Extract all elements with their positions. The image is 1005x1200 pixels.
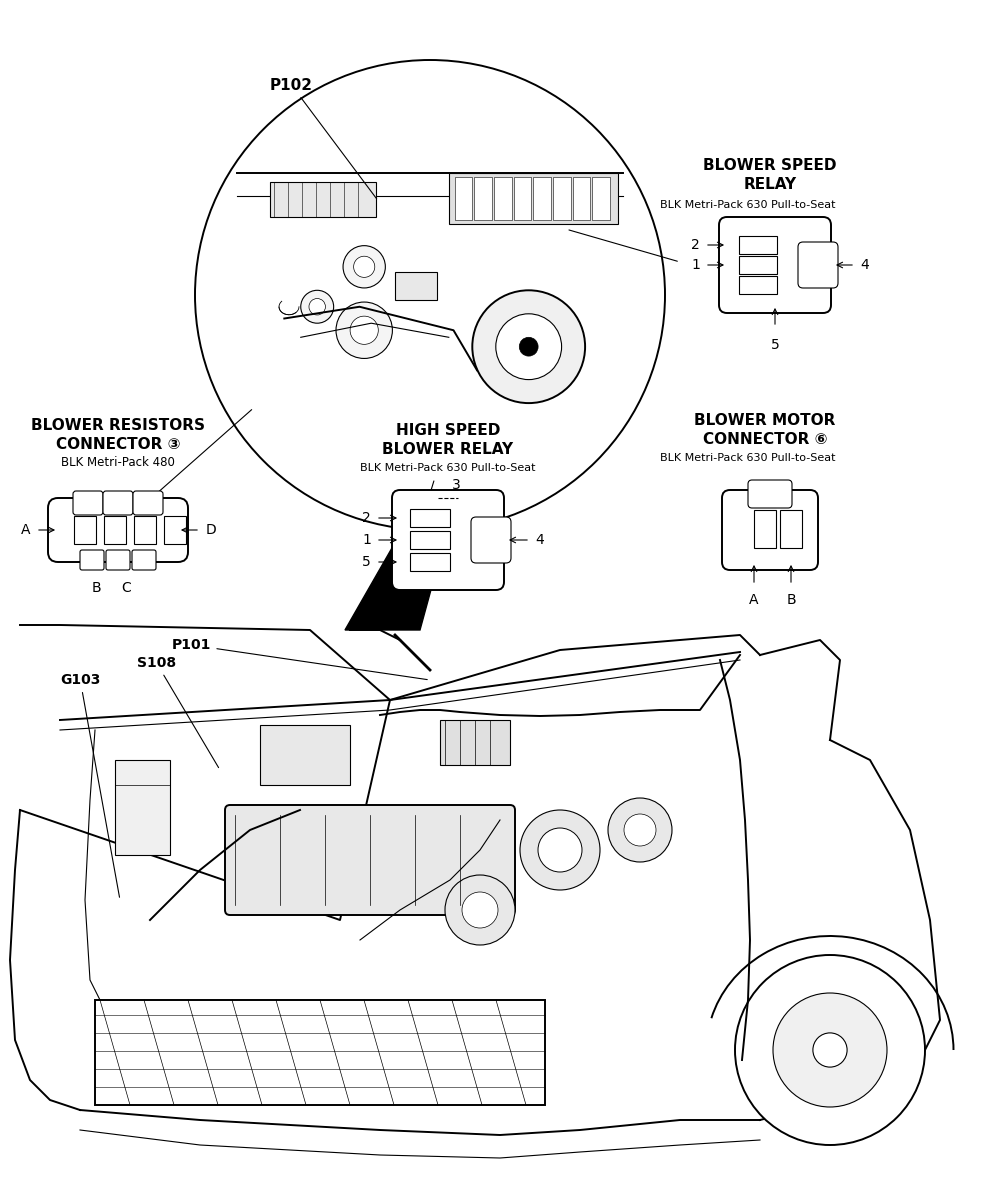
Text: D: D xyxy=(206,523,217,538)
Bar xyxy=(260,725,350,785)
Bar xyxy=(74,516,96,544)
Circle shape xyxy=(624,814,656,846)
Text: 4: 4 xyxy=(860,258,868,272)
Bar xyxy=(440,720,510,766)
Circle shape xyxy=(343,246,385,288)
Bar xyxy=(514,176,532,221)
Text: BLOWER RESISTORS
CONNECTOR ③: BLOWER RESISTORS CONNECTOR ③ xyxy=(31,418,205,452)
Text: 1: 1 xyxy=(691,258,700,272)
Bar xyxy=(134,516,156,544)
Bar xyxy=(164,516,186,544)
Polygon shape xyxy=(345,520,450,630)
Circle shape xyxy=(538,828,582,872)
Text: A: A xyxy=(20,523,30,538)
Circle shape xyxy=(472,290,585,403)
Text: HIGH SPEED
BLOWER RELAY: HIGH SPEED BLOWER RELAY xyxy=(383,422,514,457)
FancyBboxPatch shape xyxy=(392,490,504,590)
Circle shape xyxy=(773,994,887,1106)
Text: 5: 5 xyxy=(771,338,779,352)
FancyBboxPatch shape xyxy=(106,550,130,570)
FancyBboxPatch shape xyxy=(748,480,792,508)
Text: BLOWER SPEED
RELAY: BLOWER SPEED RELAY xyxy=(704,157,837,192)
Text: 1: 1 xyxy=(362,533,371,547)
Bar xyxy=(780,510,802,548)
Bar xyxy=(739,256,777,274)
FancyBboxPatch shape xyxy=(103,491,133,515)
Text: B: B xyxy=(786,593,796,607)
Bar xyxy=(573,176,590,221)
Circle shape xyxy=(350,316,378,344)
Bar xyxy=(494,176,512,221)
FancyBboxPatch shape xyxy=(225,805,515,914)
Text: BLK Metri-Pack 630 Pull-to-Seat: BLK Metri-Pack 630 Pull-to-Seat xyxy=(660,452,836,463)
Text: 3: 3 xyxy=(451,478,460,492)
FancyBboxPatch shape xyxy=(719,217,831,313)
Text: B: B xyxy=(91,581,100,595)
Bar xyxy=(410,530,450,550)
Circle shape xyxy=(195,60,665,530)
Bar xyxy=(592,176,610,221)
Circle shape xyxy=(495,313,562,379)
Circle shape xyxy=(462,892,498,928)
Bar xyxy=(534,176,551,221)
Bar xyxy=(739,236,777,254)
Bar xyxy=(410,509,450,527)
Text: C: C xyxy=(122,581,131,595)
FancyBboxPatch shape xyxy=(133,491,163,515)
Text: BLK Metri-Pack 630 Pull-to-Seat: BLK Metri-Pack 630 Pull-to-Seat xyxy=(660,200,836,210)
FancyBboxPatch shape xyxy=(798,242,838,288)
FancyBboxPatch shape xyxy=(132,550,156,570)
FancyBboxPatch shape xyxy=(48,498,188,562)
Text: A: A xyxy=(750,593,759,607)
Bar xyxy=(553,176,571,221)
FancyBboxPatch shape xyxy=(722,490,818,570)
Bar xyxy=(455,176,472,221)
Circle shape xyxy=(608,798,672,862)
Bar xyxy=(410,553,450,571)
Circle shape xyxy=(735,955,925,1145)
Circle shape xyxy=(520,337,538,356)
Bar xyxy=(104,516,126,544)
Text: 4: 4 xyxy=(535,533,544,547)
FancyBboxPatch shape xyxy=(471,517,511,563)
Text: G103: G103 xyxy=(60,673,120,898)
Circle shape xyxy=(520,810,600,890)
Bar xyxy=(739,276,777,294)
Circle shape xyxy=(300,290,334,323)
Bar xyxy=(395,271,437,300)
Text: BLK Metri-Pack 630 Pull-to-Seat: BLK Metri-Pack 630 Pull-to-Seat xyxy=(360,463,536,473)
Bar xyxy=(270,182,376,217)
Text: P101: P101 xyxy=(172,638,427,679)
FancyBboxPatch shape xyxy=(80,550,104,570)
Bar xyxy=(449,173,618,224)
Bar xyxy=(95,1000,545,1105)
FancyBboxPatch shape xyxy=(73,491,103,515)
Circle shape xyxy=(309,299,326,314)
Circle shape xyxy=(813,1033,847,1067)
Text: S108: S108 xyxy=(137,656,218,768)
Text: 5: 5 xyxy=(362,554,371,569)
Text: BLK Metri-Pack 480: BLK Metri-Pack 480 xyxy=(61,456,175,469)
Text: BLOWER MOTOR
CONNECTOR ⑥: BLOWER MOTOR CONNECTOR ⑥ xyxy=(694,413,836,448)
Circle shape xyxy=(354,257,375,277)
Text: P102: P102 xyxy=(270,78,377,199)
Text: 2: 2 xyxy=(362,511,371,526)
Bar xyxy=(115,760,170,854)
Circle shape xyxy=(445,875,515,946)
Circle shape xyxy=(336,302,392,359)
Bar xyxy=(754,510,776,548)
Bar xyxy=(474,176,491,221)
Text: 2: 2 xyxy=(691,238,700,252)
